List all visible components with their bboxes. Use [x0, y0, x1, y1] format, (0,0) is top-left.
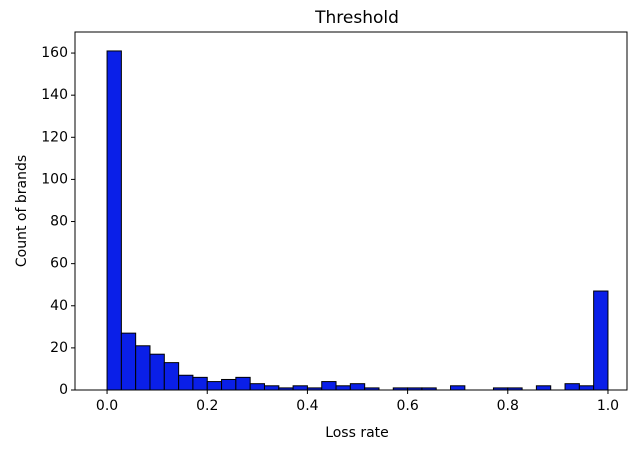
bar — [535, 385, 552, 391]
y-tick-label: 100 — [41, 171, 68, 187]
y-tick-label: 20 — [50, 340, 68, 356]
bar — [163, 362, 180, 391]
x-tick-label: 0.8 — [497, 398, 519, 414]
bar — [192, 376, 208, 391]
y-tick-label: 60 — [50, 256, 68, 272]
x-axis-label: Loss rate — [325, 425, 389, 441]
bar — [178, 374, 194, 391]
bar — [564, 383, 580, 391]
bar — [149, 353, 165, 391]
x-tick-label: 1.0 — [597, 398, 619, 414]
x-tick-label: 0.0 — [96, 398, 118, 414]
bar — [235, 376, 251, 391]
y-tick-label: 120 — [41, 129, 68, 145]
bar — [106, 50, 122, 391]
bar — [263, 385, 280, 391]
y-tick-label: 0 — [59, 382, 68, 398]
bar — [135, 345, 151, 391]
bar — [206, 381, 223, 391]
bar — [593, 290, 609, 391]
x-tick-label: 0.4 — [296, 398, 318, 414]
bar — [292, 385, 308, 391]
y-tick-label: 160 — [41, 45, 68, 61]
bar — [221, 378, 237, 391]
y-axis-label: Count of brands — [14, 155, 30, 267]
bar — [578, 385, 595, 391]
plot-frame — [74, 31, 628, 391]
bar — [335, 385, 351, 391]
y-tick-label: 40 — [50, 298, 68, 314]
bar — [349, 383, 366, 391]
chart-title: Threshold — [314, 8, 399, 28]
bar — [321, 381, 337, 391]
x-tick-label: 0.6 — [396, 398, 418, 414]
y-tick-label: 140 — [41, 87, 68, 103]
x-tick-label: 0.2 — [196, 398, 218, 414]
bar — [249, 383, 265, 391]
bar — [450, 385, 466, 391]
y-tick-label: 80 — [50, 214, 68, 230]
bar — [120, 332, 137, 391]
